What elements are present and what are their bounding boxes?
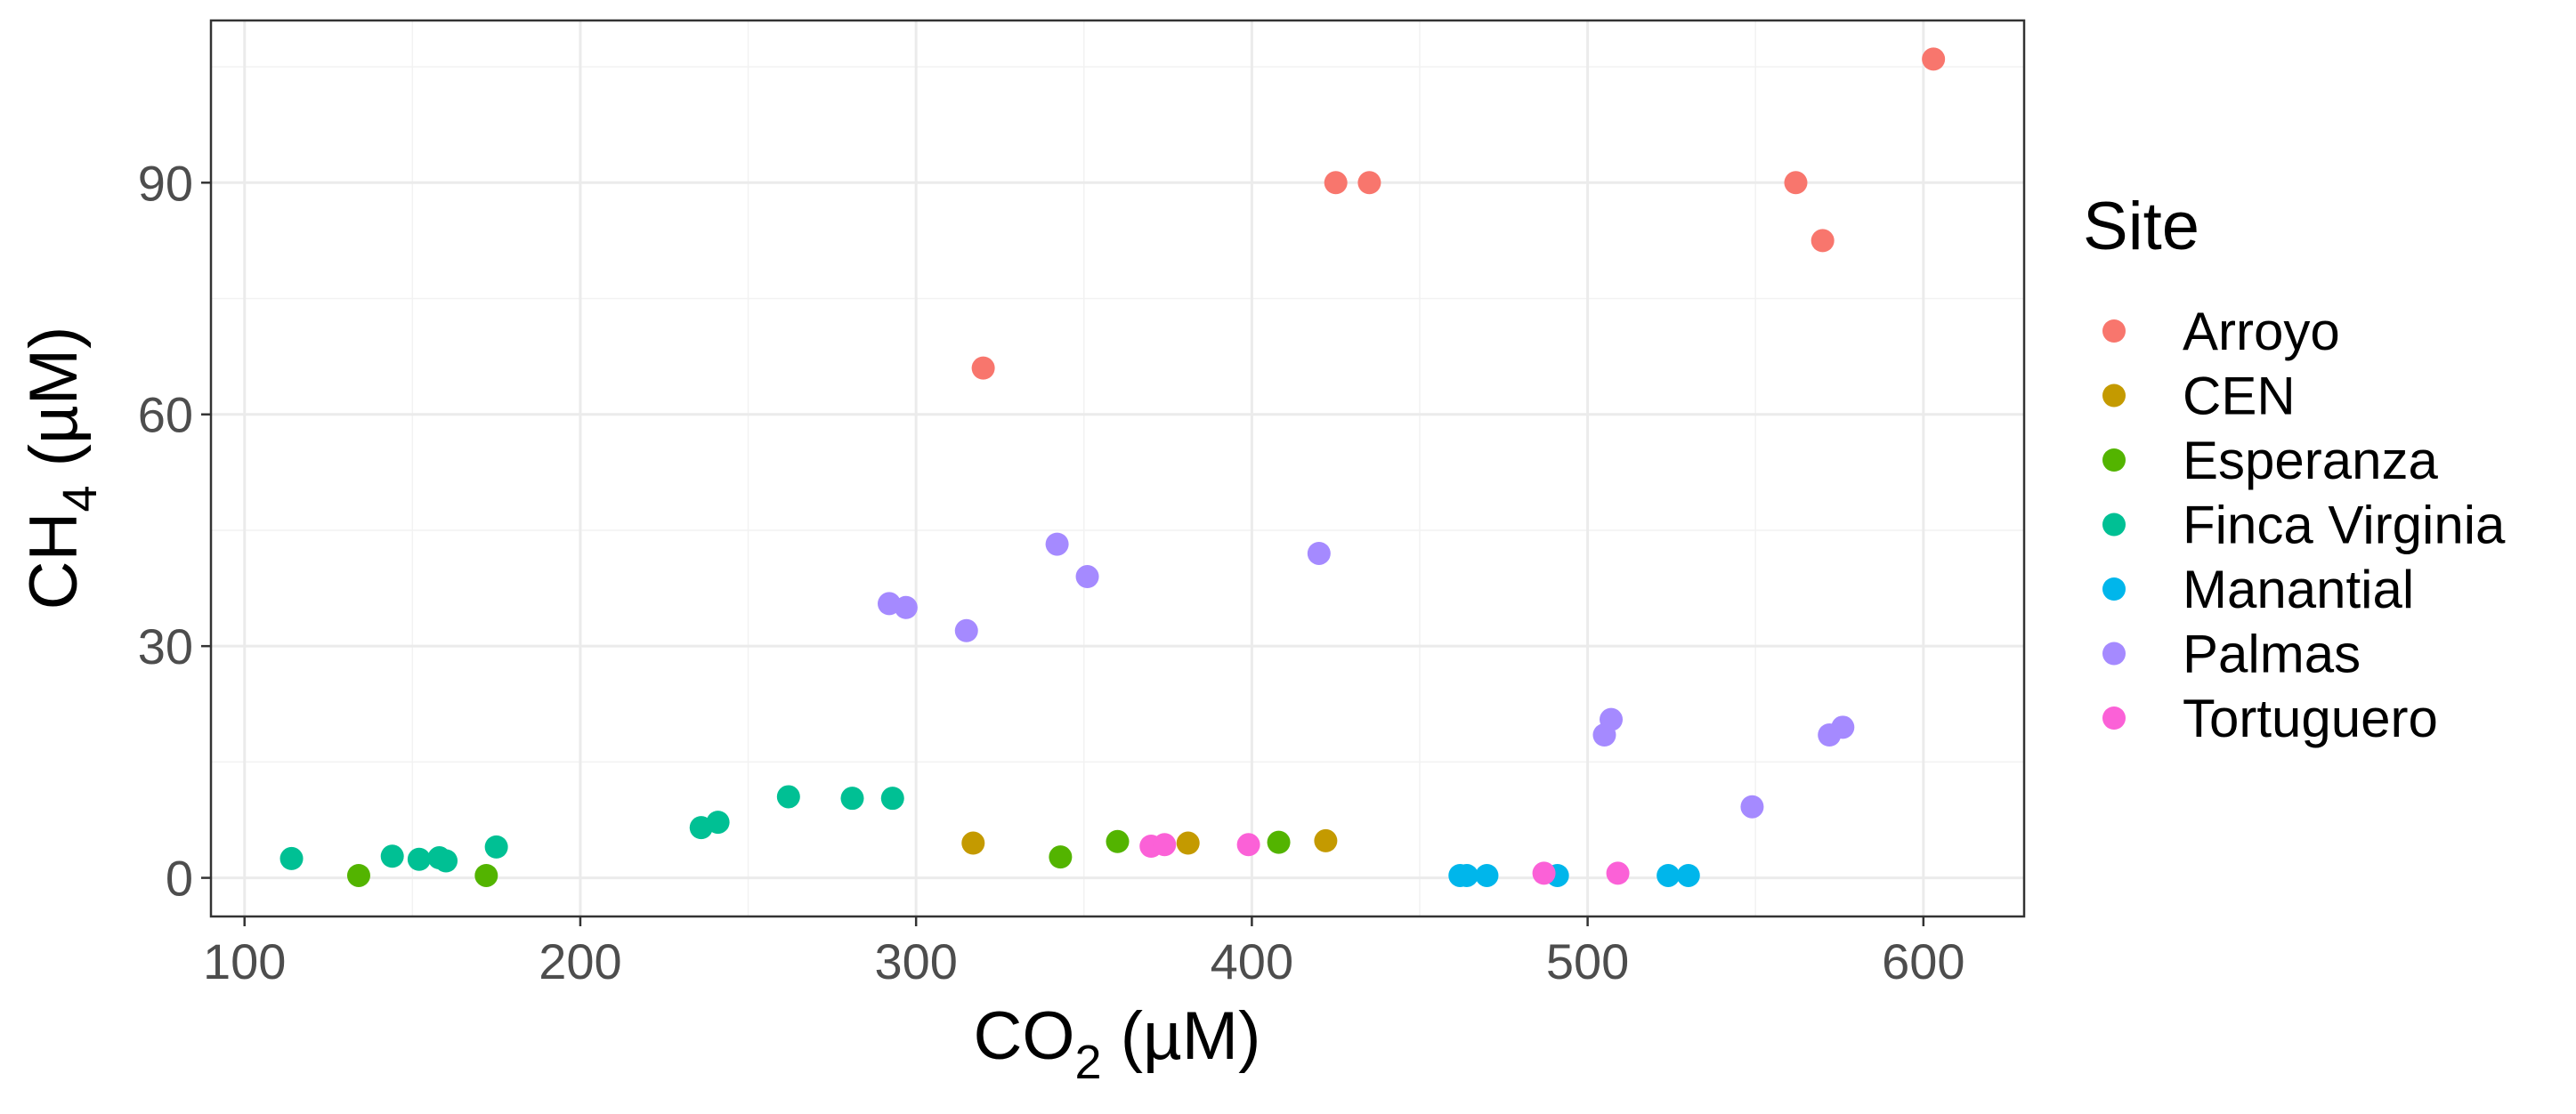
y-axis-title-subscript: 4 — [53, 486, 107, 513]
legend-key-tortuguero — [2102, 706, 2126, 730]
point-manantial — [1475, 863, 1499, 887]
plot-border — [209, 19, 2026, 918]
point-palmas — [1600, 707, 1624, 731]
point-cen — [1314, 828, 1338, 852]
x-axis-title: CO2 (µM) — [974, 998, 1261, 1089]
point-palmas — [1075, 565, 1099, 589]
y-tick-label: 90 — [138, 155, 193, 211]
point-arroyo — [971, 356, 995, 380]
point-finca-virginia — [776, 785, 800, 809]
legend-key-cen — [2102, 383, 2126, 408]
point-palmas — [1831, 715, 1855, 739]
point-arroyo — [1810, 229, 1835, 253]
point-manantial — [1454, 863, 1478, 887]
y-axis-title: CH4 (µM) — [16, 327, 107, 610]
point-finca-virginia — [380, 844, 404, 868]
legend-key-esperanza — [2102, 448, 2126, 472]
grid-major — [211, 20, 2024, 916]
point-palmas — [1045, 532, 1069, 556]
legend-label-arroyo: Arroyo — [2183, 302, 2340, 361]
point-palmas — [1307, 541, 1331, 565]
point-manantial — [1657, 863, 1681, 887]
x-axis: 100 200 300 400 500 600 — [203, 916, 1965, 989]
x-tick-label: 600 — [1882, 933, 1964, 989]
point-arroyo — [1784, 171, 1808, 195]
y-tick-label: 30 — [138, 618, 193, 674]
y-axis-title-unit: (µM) — [16, 327, 92, 486]
x-axis-title-base: CO — [974, 998, 1075, 1074]
point-arroyo — [1922, 47, 1946, 71]
point-esperanza — [1049, 845, 1073, 869]
point-tortuguero — [1532, 861, 1556, 885]
y-axis-title-base: CH — [16, 513, 92, 610]
point-tortuguero — [1236, 833, 1260, 857]
point-finca-virginia — [706, 811, 730, 835]
legend-label-tortuguero: Tortuguero — [2183, 689, 2438, 748]
point-esperanza — [1106, 829, 1130, 853]
point-finca-virginia — [407, 847, 431, 871]
point-esperanza — [346, 863, 370, 887]
point-palmas — [954, 618, 978, 642]
x-tick-label: 100 — [203, 933, 286, 989]
point-esperanza — [474, 863, 498, 887]
legend-label-finca-virginia: Finca Virginia — [2183, 496, 2506, 555]
point-esperanza — [1267, 830, 1291, 854]
legend-label-manantial: Manantial — [2183, 560, 2414, 619]
point-arroyo — [1324, 171, 1348, 195]
x-axis-title-subscript: 2 — [1075, 1036, 1102, 1089]
legend-key-finca-virginia — [2102, 513, 2126, 537]
plot-panel — [211, 20, 2024, 916]
y-tick-label: 60 — [138, 387, 193, 443]
x-axis-title-unit: (µM) — [1102, 998, 1261, 1074]
x-tick-label: 200 — [539, 933, 621, 989]
point-manantial — [1676, 863, 1700, 887]
point-palmas — [894, 595, 918, 619]
legend-title: Site — [2083, 189, 2199, 264]
point-palmas — [1740, 795, 1764, 819]
legend-label-cen: CEN — [2183, 367, 2296, 426]
point-cen — [961, 831, 985, 855]
point-finca-virginia — [840, 787, 864, 811]
x-tick-label: 400 — [1211, 933, 1293, 989]
legend-key-palmas — [2102, 642, 2126, 666]
x-tick-label: 500 — [1546, 933, 1629, 989]
legend-key-manantial — [2102, 577, 2126, 601]
data-points — [279, 47, 1946, 887]
point-cen — [1176, 831, 1200, 855]
legend-key-arroyo — [2102, 319, 2126, 343]
legend-label-esperanza: Esperanza — [2183, 431, 2438, 490]
point-finca-virginia — [279, 846, 304, 870]
point-tortuguero — [1606, 861, 1630, 885]
legend-label-palmas: Palmas — [2183, 625, 2361, 684]
point-finca-virginia — [484, 835, 508, 859]
grid-minor — [211, 20, 2024, 916]
point-tortuguero — [1153, 833, 1177, 857]
y-tick-label: 0 — [166, 851, 193, 907]
x-tick-label: 300 — [874, 933, 957, 989]
point-arroyo — [1357, 171, 1381, 195]
point-finca-virginia — [434, 849, 458, 873]
point-finca-virginia — [880, 787, 904, 811]
y-axis: 0 30 60 90 — [138, 155, 211, 907]
